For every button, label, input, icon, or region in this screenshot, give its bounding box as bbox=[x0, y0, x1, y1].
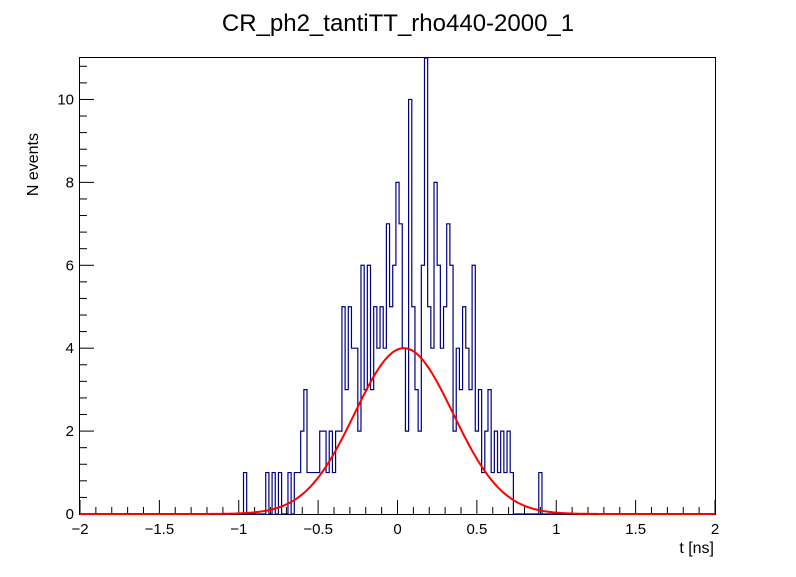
x-tick-label: −0.5 bbox=[303, 521, 333, 538]
y-axis-label: N events bbox=[25, 133, 42, 196]
x-tick-label: −1 bbox=[230, 521, 247, 538]
y-tick-label: 0 bbox=[66, 506, 74, 523]
y-tick-label: 6 bbox=[66, 257, 74, 274]
x-axis-label: t [ns] bbox=[679, 540, 714, 557]
y-tick-label: 8 bbox=[66, 174, 74, 191]
y-tick-label: 10 bbox=[57, 91, 74, 108]
x-tick-label: −2 bbox=[71, 521, 88, 538]
histogram-steps bbox=[80, 57, 715, 515]
x-tick-label: −1.5 bbox=[145, 521, 175, 538]
y-tick-label: 2 bbox=[66, 423, 74, 440]
x-tick-label: 2 bbox=[711, 521, 719, 538]
x-axis: −2 −1.5 −1 −0.5 0 0.5 1 1.5 2 bbox=[71, 500, 719, 538]
x-tick-label: 0.5 bbox=[466, 521, 487, 538]
y-tick-label: 4 bbox=[66, 340, 74, 357]
x-tick-label: 1.5 bbox=[625, 521, 646, 538]
x-tick-label: 0 bbox=[393, 521, 401, 538]
y-axis: 0 2 4 6 8 10 bbox=[57, 65, 94, 523]
series-layer bbox=[80, 57, 715, 515]
gaussian-fit-curve bbox=[80, 347, 715, 515]
plot-frame bbox=[79, 57, 716, 515]
chart-title: CR_ph2_tantiTT_rho440-2000_1 bbox=[222, 10, 574, 37]
x-tick-label: 1 bbox=[552, 521, 560, 538]
